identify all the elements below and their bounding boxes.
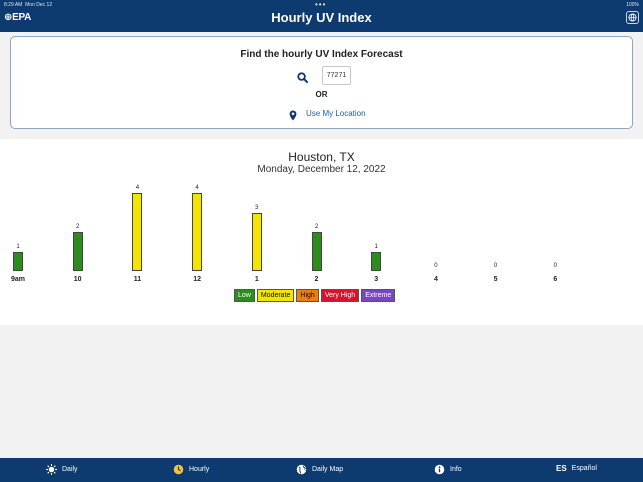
hour-label: 9am: [10, 276, 25, 283]
hour-label: 5: [493, 276, 498, 283]
nav-hourly-label: Hourly: [189, 466, 210, 473]
legend-item: Low: [234, 289, 255, 302]
legend-item: Extreme: [361, 289, 396, 302]
search-card: Find the hourly UV Index Forecast 77271 …: [10, 36, 633, 129]
nav-info-label: Info: [450, 466, 462, 473]
uv-bar: [13, 251, 23, 271]
hour-label: 11: [133, 276, 142, 283]
uv-value-label: 1: [16, 243, 20, 250]
use-my-location-link[interactable]: Use My Location: [306, 109, 366, 118]
uv-bar: [371, 251, 382, 271]
location-pin-icon[interactable]: [289, 108, 297, 126]
uv-value-label: 2: [314, 224, 319, 230]
hour-label: 6: [553, 276, 558, 283]
status-time: 8:29 AM Mon Dec 12: [4, 2, 53, 8]
zip-code-input[interactable]: 77271: [322, 66, 351, 85]
hour-label: 2: [314, 276, 319, 283]
globe-icon[interactable]: [626, 11, 639, 24]
nav-daily-label: Daily: [62, 466, 78, 473]
page-title: Hourly UV Index: [271, 10, 372, 25]
forecast-date: Monday, December 12, 2022: [257, 164, 386, 175]
multitask-dots[interactable]: •••: [315, 0, 327, 9]
es-icon: ES: [556, 464, 567, 473]
hour-label: 12: [193, 276, 201, 283]
hour-label: 1: [254, 276, 259, 283]
nav-espanol-label: Español: [571, 465, 597, 472]
sun-icon: [46, 464, 57, 475]
search-heading: Find the hourly UV Index Forecast: [240, 49, 403, 60]
uv-bar: [311, 232, 322, 271]
uv-value-label: 0: [493, 263, 498, 269]
legend-item: Moderate: [256, 289, 295, 302]
bottom-nav: Daily Hourly Daily Map Info ES Español: [0, 458, 643, 482]
epa-logo: ⊕EPA: [4, 12, 32, 23]
uv-bar: [72, 232, 83, 271]
hourly-forecast-panel: Houston, TX Monday, December 12, 2022 1 9…: [0, 139, 643, 325]
hour-label: 3: [374, 276, 379, 283]
uv-value-label: 2: [76, 224, 80, 230]
clock-icon: [173, 464, 184, 475]
uv-value-label: 0: [434, 263, 438, 269]
search-icon[interactable]: [297, 70, 309, 88]
battery-status: 100%: [626, 2, 639, 8]
nav-espanol[interactable]: ES Español: [556, 464, 597, 473]
hour-label: 4: [433, 276, 438, 283]
nav-daily-map[interactable]: Daily Map: [296, 464, 343, 475]
uv-value-label: 0: [553, 263, 557, 269]
nav-daily[interactable]: Daily: [46, 464, 78, 475]
uv-bar: [132, 193, 143, 271]
legend-item: Very High: [320, 289, 360, 302]
globe-icon: [296, 464, 307, 475]
uv-value-label: 4: [135, 185, 140, 191]
uv-value-label: 3: [255, 204, 259, 211]
or-separator: OR: [315, 90, 328, 99]
nav-daily-map-label: Daily Map: [312, 466, 344, 473]
hour-label: 10: [73, 276, 82, 283]
nav-hourly[interactable]: Hourly: [173, 464, 209, 475]
top-bar: 8:29 AM Mon Dec 12 ••• 100% ⊕EPA Hourly …: [0, 0, 643, 32]
city-name: Houston, TX: [288, 150, 355, 164]
uv-value-label: 4: [195, 185, 199, 191]
info-icon: [434, 464, 445, 475]
nav-info[interactable]: Info: [434, 464, 462, 475]
uv-bar: [251, 212, 262, 271]
uv-bar: [192, 193, 203, 271]
uv-value-label: 1: [374, 243, 378, 250]
uv-legend: Low Moderate High Very High Extreme: [234, 289, 396, 302]
legend-item: High: [296, 289, 319, 302]
